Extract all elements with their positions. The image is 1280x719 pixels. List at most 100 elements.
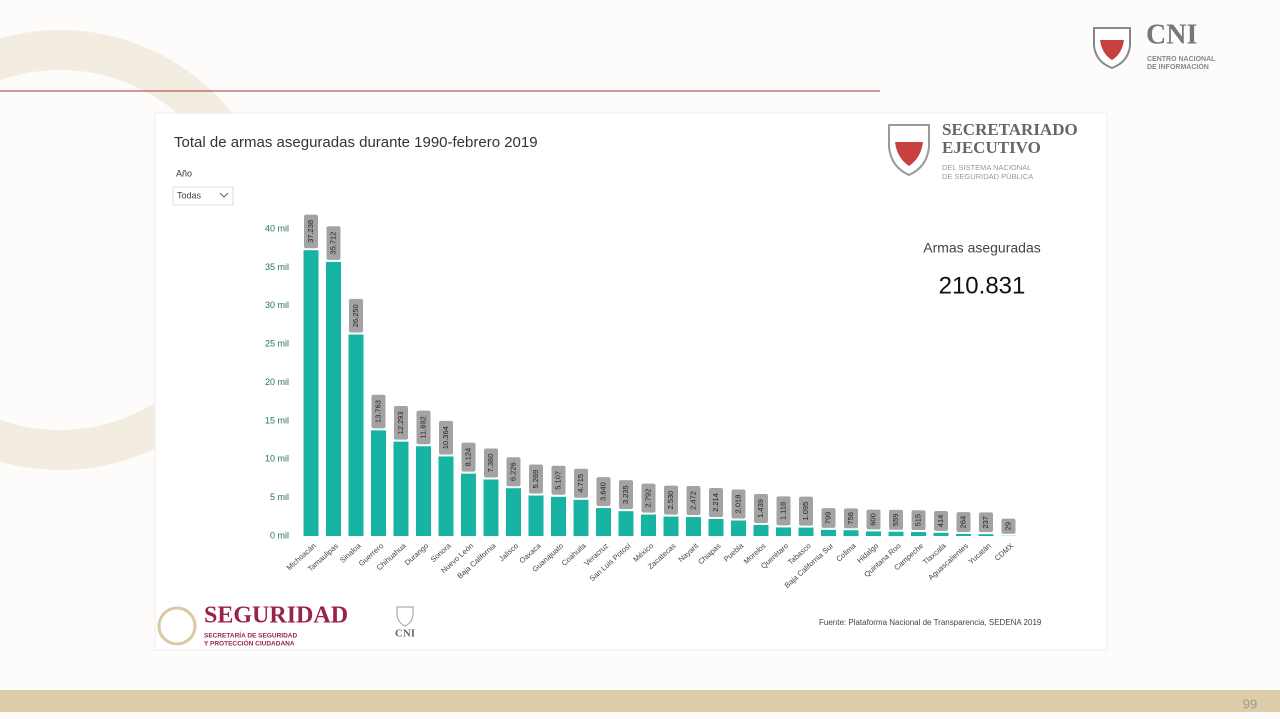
value-label-box — [394, 406, 408, 440]
value-label: 5.107 — [553, 471, 562, 490]
value-label-box — [596, 477, 611, 507]
kpi-label: Armas aseguradas — [923, 240, 1041, 256]
value-label-box — [551, 465, 566, 495]
se-shield-fill — [895, 142, 923, 166]
value-label: 237 — [981, 516, 990, 529]
bar — [551, 496, 566, 536]
value-label: 1.439 — [756, 499, 765, 518]
seguridad-sub: SECRETARÍA DE SEGURIDAD — [204, 631, 297, 640]
value-label-box — [416, 410, 431, 445]
cni-sub: CENTRO NACIONAL — [1147, 56, 1216, 63]
seal — [157, 606, 197, 646]
bar — [821, 529, 836, 536]
value-label: 37.238 — [306, 220, 315, 243]
bar — [663, 516, 679, 536]
bar — [776, 527, 791, 536]
bar — [753, 524, 769, 536]
value-label-box — [664, 485, 678, 515]
value-label: 1.118 — [778, 502, 787, 520]
value-label: 7.360 — [486, 454, 495, 473]
value-label-box — [439, 420, 453, 455]
value-label: 559 — [891, 514, 900, 527]
slide-panel — [154, 112, 1108, 651]
se-title: EJECUTIVO — [942, 138, 1041, 157]
footer-band — [0, 690, 1280, 712]
value-label-box — [866, 509, 881, 530]
bar — [371, 430, 386, 536]
bar — [933, 532, 949, 536]
value-label: 799 — [823, 512, 832, 525]
bar — [798, 527, 814, 536]
y-tick-label: 10 mil — [265, 454, 289, 464]
value-label-box — [709, 488, 723, 518]
value-label: 26.250 — [351, 304, 360, 327]
filter-dropdown[interactable] — [172, 186, 234, 206]
value-label-box — [911, 510, 926, 531]
value-label: 2.018 — [733, 495, 742, 514]
bar — [888, 531, 904, 536]
value-label: 2.530 — [666, 491, 675, 510]
small-cni: CNI — [395, 628, 415, 640]
value-label: 4.715 — [576, 474, 585, 493]
value-label-box — [641, 483, 656, 513]
y-tick-label: 30 mil — [265, 300, 289, 310]
value-label: 2.214 — [711, 493, 720, 512]
bar — [506, 488, 521, 536]
se-subtitle: DEL SISTEMA NACIONAL — [942, 163, 1031, 172]
value-label: 414 — [936, 515, 945, 528]
value-label-box — [799, 496, 813, 526]
cni-logo: CNI — [1146, 19, 1197, 50]
value-label: 1.095 — [801, 502, 810, 521]
value-label-box — [754, 493, 768, 523]
bar — [866, 531, 881, 536]
value-label-box — [844, 508, 858, 529]
value-label-box — [461, 442, 476, 472]
filter-label: Año — [176, 168, 192, 178]
se-title: SECRETARIADO — [942, 120, 1078, 139]
value-label: 3.235 — [621, 485, 630, 504]
value-label-box — [371, 394, 386, 429]
dropdown-arrow — [219, 192, 229, 198]
value-label-box — [1001, 518, 1016, 534]
cni-sub: DE INFORMACIÓN — [1147, 62, 1209, 71]
value-label-box — [349, 298, 363, 333]
kpi-value: 210.831 — [939, 272, 1026, 299]
bar — [708, 519, 724, 536]
value-label: 12.293 — [396, 411, 405, 434]
value-label: 5.269 — [531, 470, 540, 489]
value-label-box — [776, 496, 791, 526]
value-label: 2.792 — [643, 489, 652, 508]
value-label: 515 — [913, 514, 922, 527]
bar — [843, 530, 859, 536]
bar — [483, 479, 499, 536]
value-label: 35.712 — [328, 232, 337, 255]
value-label-box — [574, 468, 588, 498]
value-label-box — [889, 509, 903, 530]
y-tick-label: 25 mil — [265, 339, 289, 349]
value-label: 6.226 — [508, 462, 517, 481]
bar — [686, 517, 701, 536]
y-tick-label: 0 mil — [270, 530, 289, 540]
value-label: 2.472 — [688, 491, 697, 510]
y-tick-label: 20 mil — [265, 377, 289, 387]
cni-shield-fill — [1100, 40, 1124, 60]
bar — [641, 514, 656, 536]
value-label: 8.124 — [463, 448, 472, 467]
source-note: Fuente: Plataforma Nacional de Transpare… — [819, 618, 1042, 627]
value-label-box — [956, 512, 971, 532]
y-tick-label: 35 mil — [265, 262, 289, 272]
bar — [978, 534, 994, 536]
y-tick-label: 15 mil — [265, 415, 289, 425]
page-number: 99 — [1243, 696, 1257, 711]
se-subtitle: DE SEGURIDAD PÚBLICA — [942, 172, 1033, 181]
bar — [438, 456, 454, 536]
bar — [911, 532, 926, 536]
value-label-box — [619, 480, 633, 510]
value-label-box — [529, 464, 543, 494]
filter-value: Todas — [177, 190, 202, 200]
value-label: 13.763 — [373, 400, 382, 423]
small-shield — [396, 606, 414, 627]
bar — [596, 508, 611, 536]
y-tick-label: 5 mil — [270, 492, 289, 502]
seguridad-logo: SEGURIDAD — [204, 603, 348, 629]
